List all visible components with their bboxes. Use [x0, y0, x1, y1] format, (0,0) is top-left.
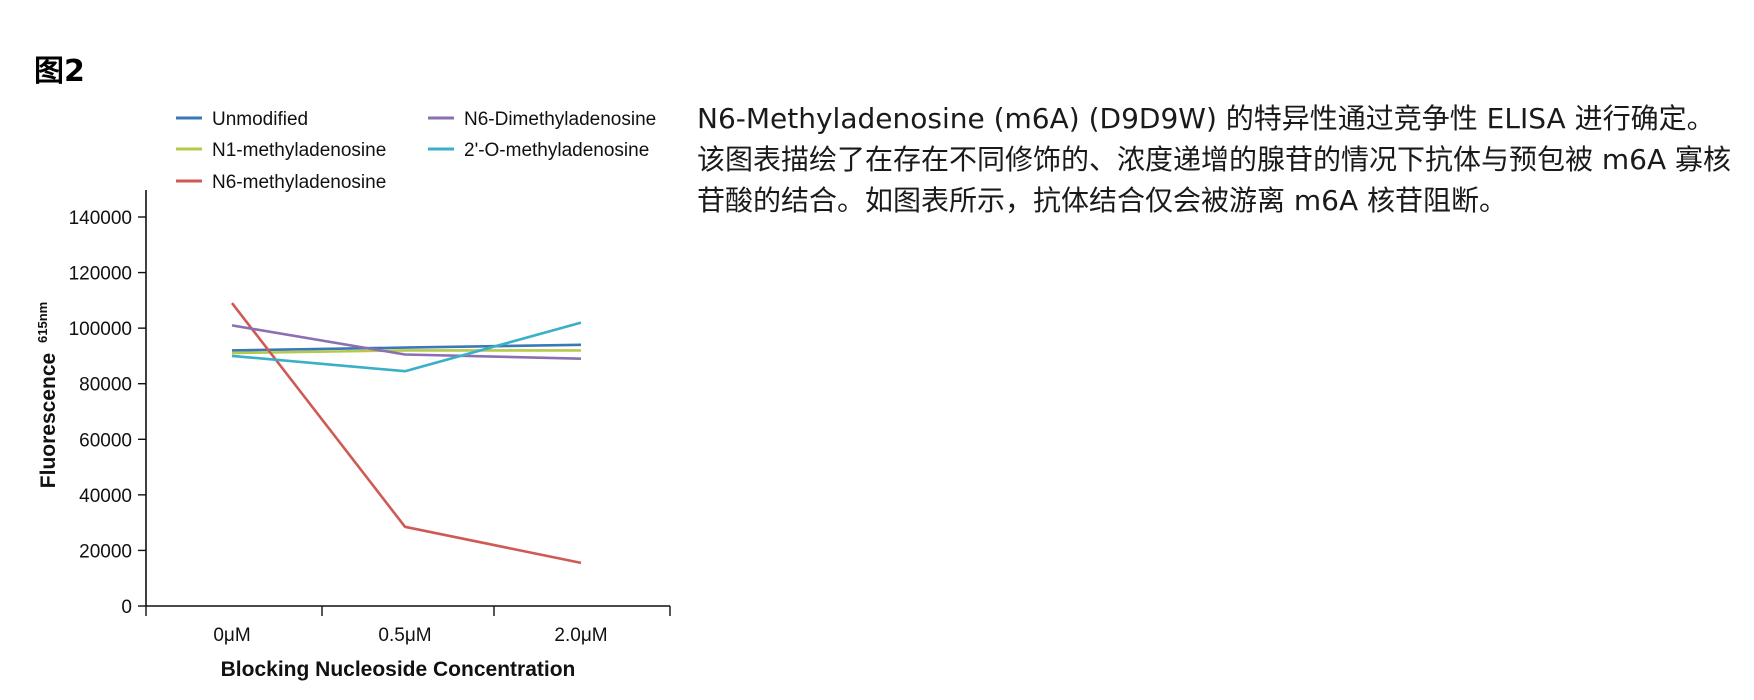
x-tick-label: 0μM	[213, 625, 250, 646]
series-line	[231, 321, 582, 373]
y-tick-label: 120000	[69, 264, 132, 285]
series-line	[231, 324, 582, 360]
chart-series	[230, 302, 582, 565]
series-line	[231, 349, 581, 355]
y-tick-label: 80000	[79, 375, 132, 396]
legend-label: N6-methyladenosine	[212, 172, 386, 193]
chart-axes: 0 20000 40000 60000 80000 100000 120000 140000 0…	[69, 190, 671, 646]
line-chart: Unmodified N1-methyladenosine N6-methylade…	[35, 109, 671, 681]
y-tick-label: 20000	[79, 541, 132, 562]
figure-caption: N6-Methyladenosine (m6A) (D9D9W) 的特异性通过竞…	[697, 102, 1732, 217]
legend-label: Unmodified	[212, 109, 308, 130]
y-tick-label: 0	[121, 597, 132, 618]
y-tick-label: 60000	[79, 430, 132, 451]
y-tick-label: 40000	[79, 486, 132, 507]
legend-label: N1-methyladenosine	[212, 140, 386, 161]
x-axis-label: Blocking Nucleoside Concentration	[221, 658, 576, 681]
y-axis-label-main: Fluorescence	[37, 353, 60, 488]
y-axis-label: Fluorescence 615nm	[35, 302, 60, 488]
figure-label: 图2	[34, 54, 85, 89]
legend-label: 2'-O-methyladenosine	[464, 140, 649, 161]
legend-label: N6-Dimethyladenosine	[464, 109, 656, 130]
x-tick-label: 0.5μM	[378, 625, 431, 646]
chart-legend: Unmodified N1-methyladenosine N6-methylade…	[176, 109, 656, 193]
series-line	[230, 302, 582, 565]
x-tick-label: 2.0μM	[554, 625, 607, 646]
series-line	[231, 343, 582, 352]
y-tick-label: 100000	[69, 319, 132, 340]
y-axis-label-unit: 615nm	[35, 302, 50, 343]
y-tick-label: 140000	[69, 208, 132, 229]
